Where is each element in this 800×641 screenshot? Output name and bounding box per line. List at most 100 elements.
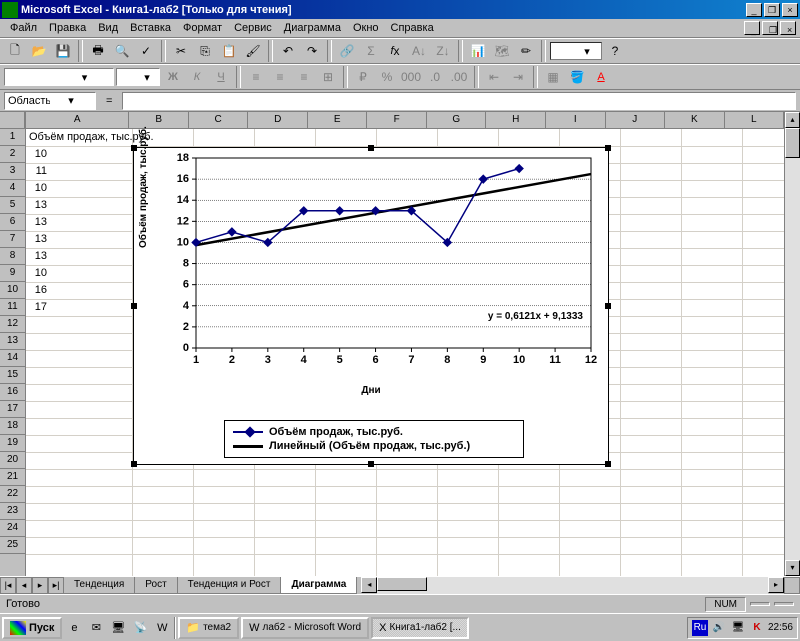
new-button[interactable]: 🗋	[4, 40, 26, 62]
cut-button[interactable]: ✂	[170, 40, 192, 62]
font-box[interactable]: ▾	[4, 68, 114, 86]
row-header[interactable]: 12	[0, 316, 25, 333]
zoom-box[interactable]: ▾	[550, 42, 602, 60]
row-header[interactable]: 24	[0, 520, 25, 537]
scroll-right-button[interactable]: ▸	[768, 577, 784, 593]
tab-next-button[interactable]: ▸	[32, 577, 48, 594]
preview-button[interactable]: 🔍	[111, 40, 133, 62]
cell[interactable]: Объём продаж, тыс.руб.	[26, 129, 226, 146]
borders-button[interactable]: ▦	[542, 66, 564, 88]
ql-ie-icon[interactable]: e	[64, 618, 84, 638]
row-header[interactable]: 21	[0, 469, 25, 486]
tray-volume-icon[interactable]: 🔊	[711, 620, 727, 636]
row-header[interactable]: 6	[0, 214, 25, 231]
taskbar-app-button[interactable]: W лаб2 - Microsoft Word	[241, 617, 369, 639]
open-button[interactable]: 📂	[28, 40, 50, 62]
sheet-tab[interactable]: Диаграмма	[280, 577, 357, 594]
row-header[interactable]: 9	[0, 265, 25, 282]
lang-indicator[interactable]: Ru	[692, 620, 708, 636]
drawing-button[interactable]: ✏	[515, 40, 537, 62]
redo-button[interactable]: ↷	[301, 40, 323, 62]
fill-color-button[interactable]: 🪣	[566, 66, 588, 88]
row-header[interactable]: 10	[0, 282, 25, 299]
tray-display-icon[interactable]: 🖥	[730, 620, 746, 636]
taskbar-app-button[interactable]: 📁 тема2	[178, 617, 239, 639]
comma-button[interactable]: 000	[400, 66, 422, 88]
minimize-button[interactable]: _	[746, 3, 762, 17]
column-header[interactable]: C	[189, 112, 249, 128]
column-header[interactable]: D	[248, 112, 308, 128]
copy-button[interactable]: ⎘	[194, 40, 216, 62]
row-header[interactable]: 15	[0, 367, 25, 384]
sheet-tab[interactable]: Тенденция	[63, 577, 135, 594]
menu-help[interactable]: Справка	[385, 20, 440, 36]
underline-button[interactable]: Ч	[210, 66, 232, 88]
cell[interactable]: 13	[26, 214, 50, 231]
menu-view[interactable]: Вид	[92, 20, 124, 36]
column-header[interactable]: A	[26, 112, 129, 128]
currency-button[interactable]: ₽	[352, 66, 374, 88]
taskbar-app-button[interactable]: X Книга1-лаб2 [...	[371, 617, 469, 639]
close-button[interactable]: ×	[782, 3, 798, 17]
cell[interactable]: 10	[26, 180, 50, 197]
row-header[interactable]: 13	[0, 333, 25, 350]
cell[interactable]: 13	[26, 197, 50, 214]
row-header[interactable]: 8	[0, 248, 25, 265]
scroll-up-button[interactable]: ▴	[785, 112, 800, 128]
print-button[interactable]: 🖶	[87, 40, 109, 62]
paste-button[interactable]: 📋	[218, 40, 240, 62]
tab-prev-button[interactable]: ◂	[16, 577, 32, 594]
row-header[interactable]: 5	[0, 197, 25, 214]
row-header[interactable]: 25	[0, 537, 25, 554]
chart-wizard-button[interactable]: 📊	[467, 40, 489, 62]
column-header[interactable]: J	[606, 112, 666, 128]
column-header[interactable]: E	[308, 112, 368, 128]
font-color-button[interactable]: A	[590, 66, 612, 88]
cell[interactable]: 17	[26, 299, 50, 316]
restore-button[interactable]: ❐	[764, 3, 780, 17]
cell[interactable]: 16	[26, 282, 50, 299]
doc-close-button[interactable]: ×	[780, 21, 796, 35]
menu-format[interactable]: Формат	[177, 20, 228, 36]
bold-button[interactable]: Ж	[162, 66, 184, 88]
column-header[interactable]: G	[427, 112, 487, 128]
row-header[interactable]: 22	[0, 486, 25, 503]
row-header[interactable]: 1	[0, 129, 25, 146]
row-header[interactable]: 20	[0, 452, 25, 469]
doc-restore-button[interactable]: ❐	[762, 21, 778, 35]
ql-word-icon[interactable]: W	[152, 618, 172, 638]
cell[interactable]: 11	[26, 163, 50, 180]
row-header[interactable]: 16	[0, 384, 25, 401]
format-painter-button[interactable]: 🖌	[242, 40, 264, 62]
ql-channels-icon[interactable]: 📡	[130, 618, 150, 638]
ql-oe-icon[interactable]: ✉	[86, 618, 106, 638]
outdent-button[interactable]: ⇥	[507, 66, 529, 88]
column-header[interactable]: I	[546, 112, 606, 128]
tray-av-icon[interactable]: K	[749, 620, 765, 636]
merge-button[interactable]: ⊞	[317, 66, 339, 88]
menu-tools[interactable]: Сервис	[228, 20, 278, 36]
dec-dec-button[interactable]: .00	[448, 66, 470, 88]
scroll-down-button[interactable]: ▾	[785, 560, 800, 576]
map-button[interactable]: 🗺	[491, 40, 513, 62]
cell[interactable]: 10	[26, 265, 50, 282]
sheet-tab[interactable]: Тенденция и Рост	[177, 577, 282, 594]
column-header[interactable]: L	[725, 112, 784, 128]
cell[interactable]: 13	[26, 248, 50, 265]
vertical-scrollbar[interactable]: ▴ ▾	[784, 112, 800, 576]
column-header[interactable]: F	[367, 112, 427, 128]
tab-last-button[interactable]: ▸|	[48, 577, 64, 594]
row-header[interactable]: 7	[0, 231, 25, 248]
row-header[interactable]: 18	[0, 418, 25, 435]
inc-dec-button[interactable]: .0	[424, 66, 446, 88]
spell-button[interactable]: ✓	[135, 40, 157, 62]
sheet-tab[interactable]: Рост	[134, 577, 177, 594]
ql-desktop-icon[interactable]: 🖥	[108, 618, 128, 638]
percent-button[interactable]: %	[376, 66, 398, 88]
row-header[interactable]: 11	[0, 299, 25, 316]
row-header[interactable]: 23	[0, 503, 25, 520]
menu-window[interactable]: Окно	[347, 20, 385, 36]
row-header[interactable]: 3	[0, 163, 25, 180]
align-left-button[interactable]: ≡	[245, 66, 267, 88]
menu-insert[interactable]: Вставка	[124, 20, 177, 36]
